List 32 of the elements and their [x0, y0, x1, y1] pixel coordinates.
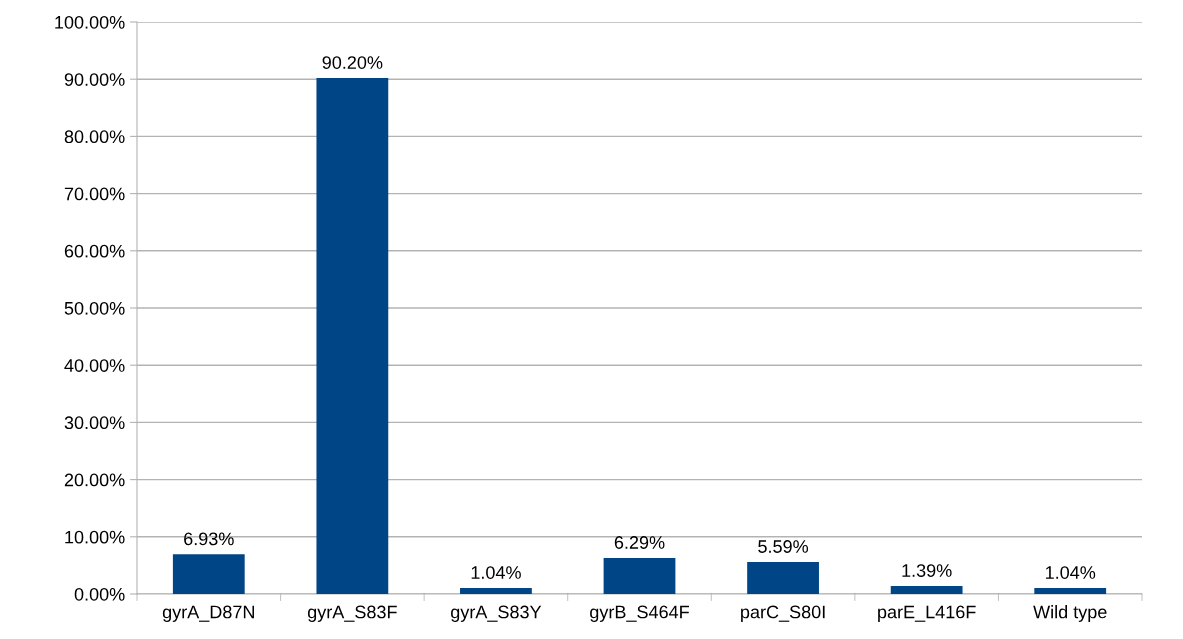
bar	[172, 554, 245, 594]
bar	[747, 562, 819, 594]
y-tick-label: 10.00%	[65, 530, 125, 544]
data-label: 6.93%	[184, 532, 234, 546]
y-tick-label: 20.00%	[64, 473, 125, 487]
y-tick-label: 60.00%	[64, 244, 125, 258]
data-label: 90.20%	[322, 56, 383, 69]
y-tick-label: 90.00%	[64, 73, 125, 86]
bar	[890, 586, 963, 594]
y-tick-label: 30.00%	[64, 416, 125, 430]
data-label: 5.59%	[758, 540, 809, 553]
y-tick-label: 100.00%	[55, 15, 125, 29]
y-tick-label: 70.00%	[64, 187, 125, 201]
data-label: 6.29%	[614, 536, 665, 549]
data-label: 1.39%	[902, 564, 952, 577]
x-tick-label: gyrB_S464F	[590, 605, 689, 622]
data-label: 1.04%	[1045, 566, 1096, 579]
x-tick-label: parE_L416F	[878, 605, 976, 622]
y-tick-label: 40.00%	[64, 359, 125, 372]
bar	[316, 78, 389, 594]
x-tick-label: Wild type	[1033, 605, 1107, 622]
bar	[1034, 588, 1107, 594]
bar	[603, 558, 676, 594]
x-tick-label: parC_S80I	[741, 605, 825, 622]
x-tick-label: gyrA_S83F	[307, 605, 397, 622]
x-tick-label: gyrA_S83Y	[451, 605, 542, 622]
x-tick-label: gyrA_D87N	[162, 605, 254, 622]
y-tick-label: 80.00%	[64, 130, 125, 144]
bar	[460, 588, 532, 594]
data-label: 1.04%	[471, 566, 521, 579]
y-tick-label: 0.00%	[74, 587, 125, 601]
y-tick-label: 50.00%	[64, 301, 125, 315]
